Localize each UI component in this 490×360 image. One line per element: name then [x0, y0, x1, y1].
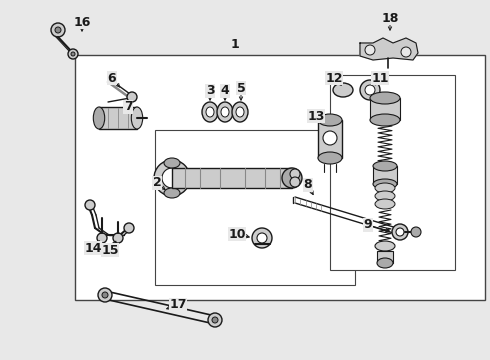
Ellipse shape	[290, 177, 300, 187]
Bar	[373, 166, 397, 184]
Text: 10: 10	[228, 228, 246, 240]
Text: 12: 12	[325, 72, 343, 85]
Text: 13: 13	[307, 109, 325, 122]
Circle shape	[71, 52, 75, 56]
Circle shape	[154, 160, 190, 196]
Text: 3: 3	[206, 85, 214, 98]
Ellipse shape	[375, 191, 395, 201]
Ellipse shape	[375, 183, 395, 193]
Circle shape	[360, 80, 380, 100]
Ellipse shape	[202, 102, 218, 122]
Ellipse shape	[290, 169, 300, 179]
Text: 8: 8	[304, 179, 312, 192]
Bar	[330, 75, 455, 270]
Ellipse shape	[333, 83, 353, 97]
Circle shape	[401, 47, 411, 57]
Bar	[99, 107, 137, 129]
Ellipse shape	[236, 107, 244, 117]
Ellipse shape	[370, 114, 400, 126]
Ellipse shape	[373, 161, 397, 171]
Circle shape	[411, 227, 421, 237]
Bar	[75, 55, 485, 300]
Text: 9: 9	[364, 219, 372, 231]
Circle shape	[212, 317, 218, 323]
Ellipse shape	[373, 179, 397, 189]
Circle shape	[252, 228, 272, 248]
Text: 6: 6	[108, 72, 116, 85]
Circle shape	[55, 27, 61, 33]
Circle shape	[127, 92, 137, 102]
Ellipse shape	[377, 258, 393, 268]
Circle shape	[98, 288, 112, 302]
Ellipse shape	[93, 107, 105, 129]
Circle shape	[162, 168, 182, 188]
Text: 16: 16	[74, 15, 91, 28]
Text: 18: 18	[381, 12, 399, 24]
Bar	[377, 251, 393, 263]
Circle shape	[257, 233, 267, 243]
Circle shape	[85, 200, 95, 210]
Text: 15: 15	[101, 243, 119, 256]
Ellipse shape	[375, 199, 395, 209]
Text: 1: 1	[231, 39, 240, 51]
Ellipse shape	[370, 92, 400, 104]
Circle shape	[392, 224, 408, 240]
Circle shape	[365, 45, 375, 55]
Circle shape	[68, 49, 78, 59]
Circle shape	[113, 233, 123, 243]
Text: 7: 7	[123, 100, 132, 113]
Circle shape	[102, 292, 108, 298]
Ellipse shape	[282, 168, 302, 188]
Text: 2: 2	[152, 176, 161, 189]
Ellipse shape	[318, 152, 342, 164]
Bar	[370, 98, 400, 120]
Bar	[318, 120, 342, 158]
Text: 17: 17	[169, 298, 187, 311]
Text: 14: 14	[84, 242, 102, 255]
Circle shape	[396, 228, 404, 236]
Text: 11: 11	[371, 72, 389, 85]
Circle shape	[124, 223, 134, 233]
Ellipse shape	[164, 158, 180, 168]
Circle shape	[97, 233, 107, 243]
Circle shape	[208, 313, 222, 327]
Ellipse shape	[375, 241, 395, 251]
Ellipse shape	[217, 102, 233, 122]
Ellipse shape	[221, 107, 229, 117]
Bar	[172, 168, 292, 188]
Ellipse shape	[164, 188, 180, 198]
Circle shape	[365, 85, 375, 95]
Ellipse shape	[131, 107, 143, 129]
Polygon shape	[360, 38, 418, 60]
Ellipse shape	[318, 114, 342, 126]
Circle shape	[323, 131, 337, 145]
Text: 5: 5	[237, 81, 245, 94]
Ellipse shape	[232, 102, 248, 122]
Ellipse shape	[206, 107, 214, 117]
Bar	[155, 130, 355, 285]
Circle shape	[51, 23, 65, 37]
Text: 4: 4	[220, 85, 229, 98]
